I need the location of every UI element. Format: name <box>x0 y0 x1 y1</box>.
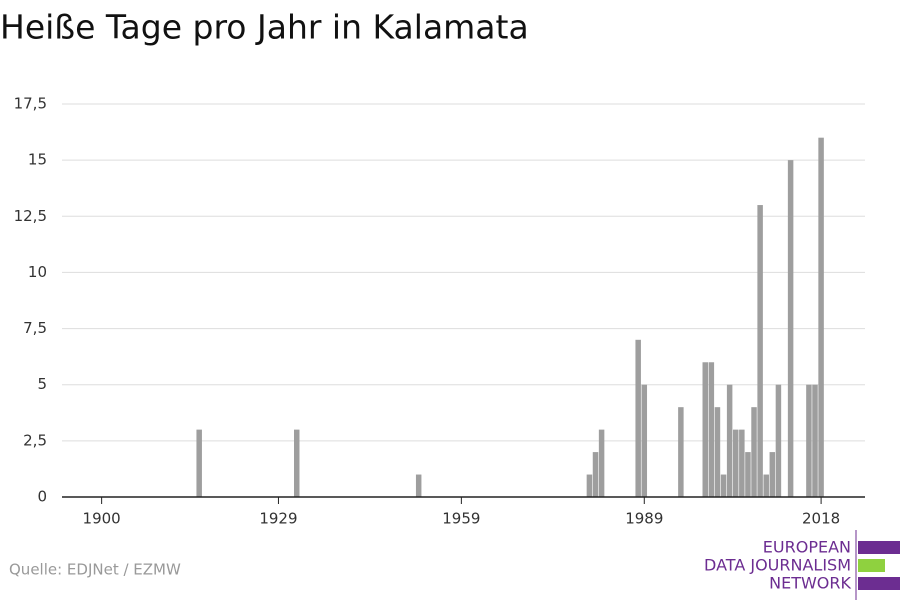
bar <box>806 384 812 497</box>
bar <box>763 474 769 497</box>
bar <box>818 137 824 497</box>
bar <box>196 429 202 497</box>
bar <box>702 362 708 497</box>
bar <box>775 384 782 497</box>
bar <box>757 205 763 498</box>
bar <box>598 429 605 497</box>
bar <box>812 384 818 497</box>
y-tick-label: 15 <box>28 151 47 169</box>
x-tick-label: 2018 <box>802 510 840 528</box>
bar <box>769 452 776 497</box>
chart-title: Heiße Tage pro Jahr in Kalamata <box>0 8 529 47</box>
y-tick-label: 0 <box>37 488 47 506</box>
y-tick-label: 2,5 <box>23 431 47 449</box>
bar <box>751 407 757 497</box>
bar <box>678 407 684 497</box>
logo-bar <box>858 559 885 572</box>
bar <box>708 362 715 497</box>
logo-bar <box>858 541 900 554</box>
source: Quelle: EDJNet / EZMW <box>9 561 181 579</box>
y-tick-label: 5 <box>37 375 47 393</box>
bar <box>415 474 422 497</box>
y-tick-label: 7,5 <box>23 319 47 337</box>
y-tick-label: 12,5 <box>14 207 47 225</box>
x-tick-label: 1959 <box>442 510 480 528</box>
logo-bar <box>858 577 900 590</box>
logo-text: DATA JOURNALISM <box>704 556 851 575</box>
x-tick-label: 1929 <box>259 510 297 528</box>
bar <box>720 474 727 497</box>
x-tick-label: 1989 <box>625 510 663 528</box>
x-tick-label: 1900 <box>83 510 121 528</box>
bar <box>641 384 648 497</box>
logo-text: NETWORK <box>769 574 851 593</box>
bar <box>745 452 751 497</box>
bar <box>726 384 733 497</box>
bar <box>714 407 721 497</box>
logo-text: EUROPEAN <box>763 538 851 557</box>
bar <box>293 429 300 497</box>
bar <box>592 452 599 497</box>
y-tick-label: 10 <box>28 263 47 281</box>
y-tick-label: 17,5 <box>14 95 47 113</box>
bar <box>586 474 593 497</box>
bar <box>732 429 739 497</box>
bar <box>787 160 794 497</box>
bar <box>635 339 641 497</box>
bar <box>739 429 745 497</box>
